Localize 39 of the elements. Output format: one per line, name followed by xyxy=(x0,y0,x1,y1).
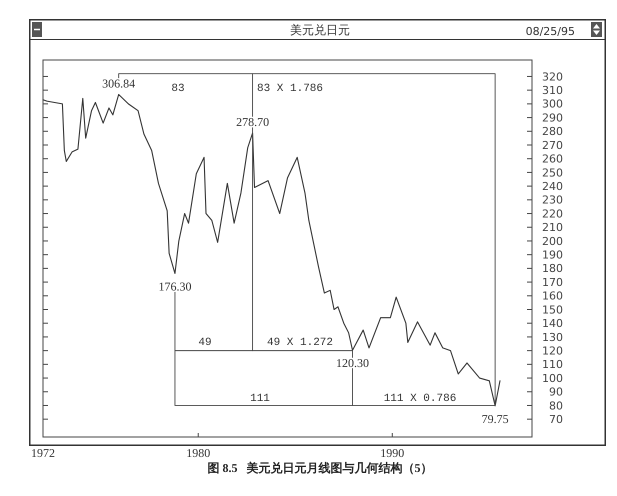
annotation: 49 xyxy=(198,337,212,349)
y-tick-label: 250 xyxy=(542,166,563,180)
y-tick-label: 260 xyxy=(542,152,563,166)
y-tick-label: 140 xyxy=(542,317,563,330)
y-tick-label: 290 xyxy=(542,111,563,124)
caption: 图 8.5 美元兑日元月线图与几何结构（5） xyxy=(208,461,432,475)
data-label: 79.75 xyxy=(482,412,509,426)
y-tick-label: 220 xyxy=(542,207,563,220)
chart-subtitle: 08/25/95 xyxy=(526,25,575,38)
annotation: 49 X 1.272 xyxy=(266,337,334,349)
y-tick-label: 320 xyxy=(542,70,563,84)
y-tick-label: 180 xyxy=(542,262,563,276)
y-tick-label: 160 xyxy=(542,290,563,303)
y-tick-label: 310 xyxy=(542,84,563,98)
y-tick-label: 120 xyxy=(542,344,563,358)
y-tick-label: 230 xyxy=(542,194,563,207)
x-tick-label: 1990 xyxy=(380,446,404,460)
x-tick-label: 1980 xyxy=(186,446,210,460)
y-tick-label: 210 xyxy=(542,221,563,234)
y-tick-label: 170 xyxy=(542,276,563,289)
y-tick-label: 280 xyxy=(542,125,563,138)
annotation: 83 xyxy=(171,83,185,95)
y-tick-label: 70 xyxy=(549,413,563,426)
y-tick-label: 190 xyxy=(542,248,563,262)
y-tick-label: 200 xyxy=(542,234,563,248)
chart-title: 美元兑日元 xyxy=(290,23,350,37)
annotation: 111 xyxy=(250,393,270,405)
y-tick-label: 270 xyxy=(542,138,563,152)
y-tick-label: 130 xyxy=(542,330,563,344)
y-tick-label: 90 xyxy=(549,386,563,399)
y-tick-label: 240 xyxy=(542,180,563,193)
y-tick-label: 80 xyxy=(549,399,563,412)
annotation: 83 X 1.786 xyxy=(256,83,324,95)
y-tick-label: 300 xyxy=(542,98,563,111)
annotation: 111 X 0.786 xyxy=(384,393,456,405)
x-tick-label: 1972 xyxy=(31,446,55,460)
y-tick-label: 150 xyxy=(542,303,563,316)
y-tick-label: 100 xyxy=(542,372,563,385)
y-tick-label: 110 xyxy=(542,358,563,372)
